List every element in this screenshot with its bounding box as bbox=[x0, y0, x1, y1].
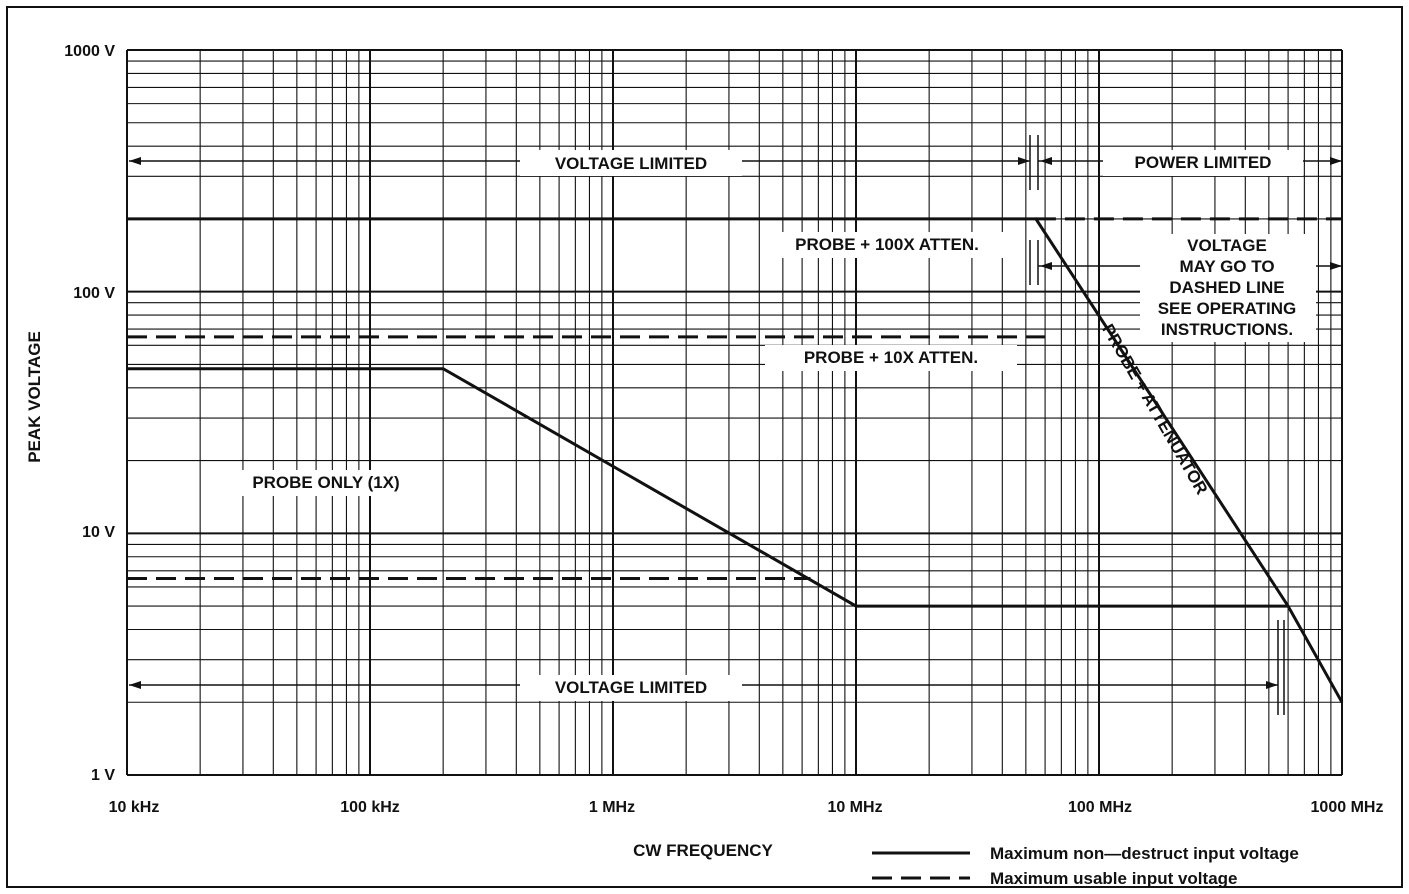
arrowhead-vl-bottom-left bbox=[129, 681, 141, 689]
annot-power-limited: POWER LIMITED bbox=[1135, 153, 1272, 172]
y-axis-label: PEAK VOLTAGE bbox=[25, 331, 44, 463]
arrowhead-may-left bbox=[1040, 262, 1052, 270]
chart-frame bbox=[6, 6, 1403, 888]
annot-may-go-2: MAY GO TO bbox=[1179, 257, 1274, 276]
label-bg-voltage-limited-bottom bbox=[520, 675, 742, 701]
x-tick-100mhz: 100 MHz bbox=[1068, 799, 1132, 816]
arrowhead-may-right bbox=[1330, 262, 1342, 270]
annot-may-go-3: DASHED LINE bbox=[1169, 278, 1284, 297]
label-bg-probe-only bbox=[225, 470, 429, 496]
arrowhead-vl-top-left bbox=[129, 157, 141, 165]
annotations bbox=[129, 135, 1342, 715]
legend: Maximum non—destruct input voltage Maxim… bbox=[872, 844, 1299, 888]
x-tick-1mhz: 1 MHz bbox=[589, 799, 635, 816]
series-line-2 bbox=[127, 367, 1289, 608]
label-bg-probe-10x bbox=[765, 345, 1017, 371]
label-bg-voltage-limited-top bbox=[520, 150, 742, 176]
annot-may-go-5: INSTRUCTIONS. bbox=[1161, 320, 1293, 339]
y-tick-1: 1 V bbox=[91, 767, 115, 784]
series-group bbox=[127, 217, 1344, 704]
arrowhead-vl-bottom-right bbox=[1266, 681, 1278, 689]
annot-voltage-limited-bottom: VOLTAGE LIMITED bbox=[555, 678, 707, 697]
y-tick-10: 10 V bbox=[82, 524, 115, 541]
x-tick-10khz: 10 kHz bbox=[109, 799, 160, 816]
annot-probe-attenuator: PROBE + ATTENUATOR bbox=[1098, 321, 1211, 498]
x-axis-label: CW FREQUENCY bbox=[633, 841, 773, 860]
label-bg-probe-100x bbox=[760, 232, 1014, 258]
arrowhead-vl-top-right bbox=[1018, 157, 1030, 165]
annot-may-go-1: VOLTAGE bbox=[1187, 236, 1267, 255]
arrowhead-pl-left bbox=[1040, 157, 1052, 165]
annot-probe-only: PROBE ONLY (1X) bbox=[252, 473, 399, 492]
series-line-1 bbox=[127, 217, 1344, 704]
legend-label-solid: Maximum non—destruct input voltage bbox=[990, 844, 1299, 863]
label-bg-may-go bbox=[1140, 234, 1316, 342]
grid bbox=[126, 49, 1343, 776]
legend-label-dashed: Maximum usable input voltage bbox=[990, 869, 1238, 888]
annot-may-go-4: SEE OPERATING bbox=[1158, 299, 1297, 318]
y-tick-1000: 1000 V bbox=[64, 43, 115, 60]
annot-probe-100x: PROBE + 100X ATTEN. bbox=[795, 235, 979, 254]
label-bg-power-limited bbox=[1103, 150, 1303, 176]
x-tick-10mhz: 10 MHz bbox=[827, 799, 882, 816]
arrowhead-pl-right bbox=[1330, 157, 1342, 165]
y-tick-100: 100 V bbox=[73, 285, 115, 302]
x-tick-1000mhz: 1000 MHz bbox=[1311, 799, 1384, 816]
x-tick-100khz: 100 kHz bbox=[340, 799, 400, 816]
annot-voltage-limited-top: VOLTAGE LIMITED bbox=[555, 154, 707, 173]
annot-probe-10x: PROBE + 10X ATTEN. bbox=[804, 348, 978, 367]
